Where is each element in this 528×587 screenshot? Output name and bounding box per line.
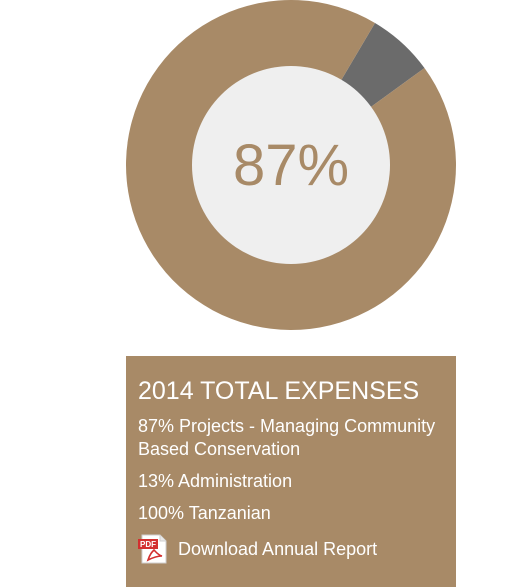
- expenses-panel: 2014 TOTAL EXPENSES 87% Projects - Manag…: [126, 356, 456, 587]
- pdf-icon: PDF: [138, 534, 167, 564]
- donut-svg: [126, 0, 456, 330]
- administration-line: 13% Administration: [138, 471, 293, 491]
- donut-hole: [192, 66, 390, 264]
- panel-title: 2014 TOTAL EXPENSES: [138, 377, 420, 405]
- tanzanian-line: 100% Tanzanian: [138, 503, 271, 523]
- expense-donut-chart: 87%: [126, 0, 456, 330]
- pdf-icon-text: PDF: [140, 540, 156, 549]
- projects-line: 87% Projects - Managing Community Based …: [138, 416, 436, 459]
- download-label[interactable]: Download Annual Report: [178, 538, 378, 559]
- download-annual-report-link[interactable]: PDF Download Annual Report: [138, 534, 444, 564]
